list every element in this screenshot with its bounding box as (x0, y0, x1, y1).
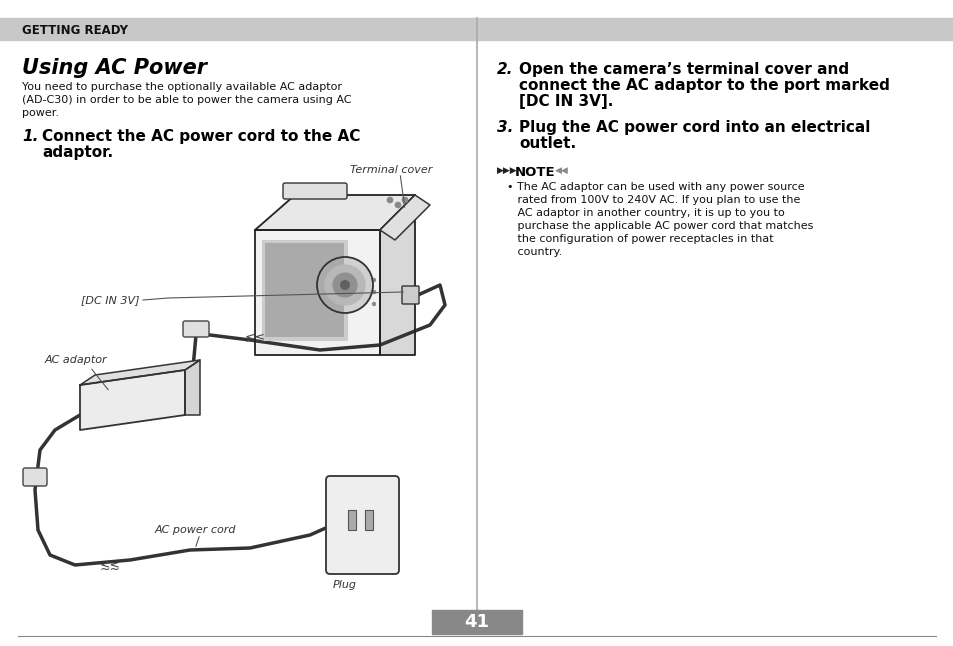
Circle shape (401, 197, 408, 203)
Text: AC adaptor: AC adaptor (45, 355, 108, 365)
Text: [DC IN 3V].: [DC IN 3V]. (518, 94, 613, 109)
Bar (262, 240, 347, 340)
Circle shape (395, 202, 400, 208)
Text: outlet.: outlet. (518, 136, 576, 151)
Polygon shape (254, 195, 415, 230)
Text: 41: 41 (464, 613, 489, 631)
Text: GETTING READY: GETTING READY (22, 23, 128, 37)
Text: the configuration of power receptacles in that: the configuration of power receptacles i… (506, 234, 773, 244)
Circle shape (325, 265, 365, 305)
Circle shape (372, 290, 375, 294)
Text: ◀◀: ◀◀ (555, 166, 568, 175)
FancyBboxPatch shape (401, 286, 418, 304)
Polygon shape (80, 360, 200, 385)
Text: adaptor.: adaptor. (42, 145, 113, 160)
Text: • The AC adaptor can be used with any power source: • The AC adaptor can be used with any po… (506, 182, 803, 192)
Text: Connect the AC power cord to the AC: Connect the AC power cord to the AC (42, 129, 360, 144)
FancyBboxPatch shape (23, 468, 47, 486)
Text: Using AC Power: Using AC Power (22, 58, 207, 78)
Bar (365, 510, 373, 530)
Polygon shape (379, 195, 430, 240)
Circle shape (387, 197, 393, 203)
Bar (432, 610, 521, 634)
Circle shape (339, 280, 350, 290)
Polygon shape (185, 360, 200, 415)
Text: [DC IN 3V]: [DC IN 3V] (81, 295, 140, 305)
Bar (348, 510, 355, 530)
Text: power.: power. (22, 108, 59, 118)
Text: 3.: 3. (497, 120, 513, 135)
Polygon shape (80, 370, 185, 430)
Text: (AD-C30) in order to be able to power the camera using AC: (AD-C30) in order to be able to power th… (22, 95, 351, 105)
Circle shape (372, 278, 375, 282)
FancyBboxPatch shape (183, 321, 209, 337)
Text: country.: country. (506, 247, 561, 257)
Text: 2.: 2. (497, 62, 513, 77)
Polygon shape (254, 230, 379, 355)
Text: AC power cord: AC power cord (154, 525, 236, 535)
FancyBboxPatch shape (326, 476, 398, 574)
Bar (265, 243, 344, 337)
Text: rated from 100V to 240V AC. If you plan to use the: rated from 100V to 240V AC. If you plan … (506, 195, 800, 205)
Circle shape (333, 273, 356, 297)
Bar (0, 18, 953, 40)
Text: ≲≲: ≲≲ (244, 331, 265, 344)
Text: Plug: Plug (333, 580, 356, 590)
Text: ≲≲: ≲≲ (99, 559, 120, 572)
Text: Open the camera’s terminal cover and: Open the camera’s terminal cover and (518, 62, 848, 77)
Text: ▶▶▶: ▶▶▶ (497, 166, 517, 175)
Circle shape (372, 302, 375, 306)
Text: connect the AC adaptor to the port marked: connect the AC adaptor to the port marke… (518, 78, 889, 93)
Text: purchase the applicable AC power cord that matches: purchase the applicable AC power cord th… (506, 221, 813, 231)
Text: You need to purchase the optionally available AC adaptor: You need to purchase the optionally avai… (22, 82, 341, 92)
Text: AC adaptor in another country, it is up to you to: AC adaptor in another country, it is up … (506, 208, 784, 218)
Text: 1.: 1. (22, 129, 38, 144)
Text: Terminal cover: Terminal cover (350, 165, 432, 175)
Text: NOTE: NOTE (515, 166, 555, 179)
Polygon shape (379, 195, 415, 355)
Circle shape (316, 257, 373, 313)
Text: Plug the AC power cord into an electrical: Plug the AC power cord into an electrica… (518, 120, 869, 135)
FancyBboxPatch shape (283, 183, 347, 199)
